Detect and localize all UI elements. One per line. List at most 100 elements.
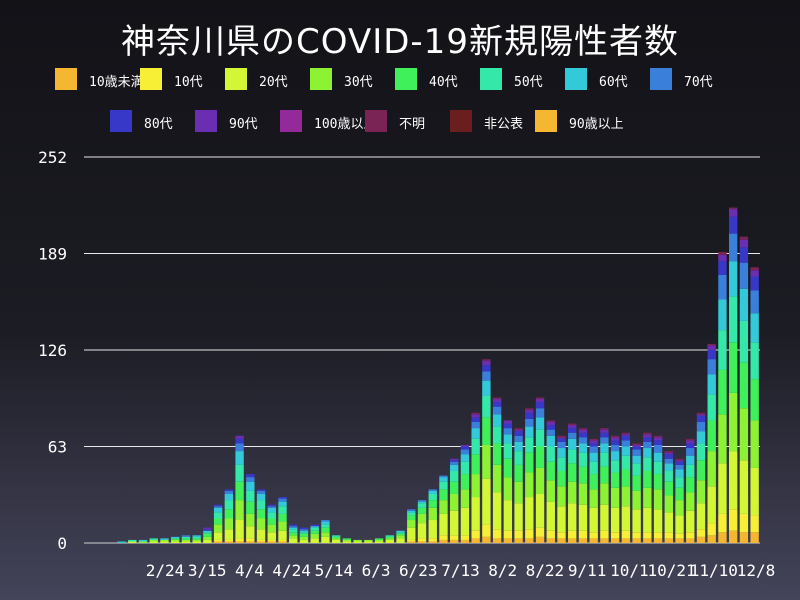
bar-segment [610,487,620,508]
bar-segment [224,500,234,510]
legend-label: 10代 [174,75,203,90]
bar-segment [739,362,749,409]
bar-segment [653,461,663,475]
bar-segment [653,509,663,533]
bar-stack [128,539,137,543]
bar-segment [686,455,695,465]
bar-segment [525,538,534,543]
bar-segment [707,394,716,421]
bar-segment [750,467,759,516]
bar-segment [600,538,609,543]
bar-segment [460,474,470,490]
bar-segment [600,530,609,539]
bar-segment [407,515,416,521]
bar-segment [450,493,459,511]
bar-stack [331,535,341,543]
bar-segment [450,461,459,465]
bar-segment [589,474,598,490]
x-tick-label: 6/23 [399,561,438,580]
bar-stack [546,420,555,543]
bar-segment [149,539,158,542]
bar-segment [686,448,695,456]
bar-segment [213,524,223,533]
bar-segment [471,438,480,455]
bar-segment [235,464,244,482]
bar-segment [632,538,641,543]
bar-segment [675,515,684,534]
bar-stack [213,504,223,543]
bar-segment [632,446,641,450]
bar-segment [321,524,330,528]
bar-segment [557,448,566,458]
bar-segment [621,486,631,507]
bar-segment [224,489,234,491]
bar-segment [256,493,266,501]
bar-segment [707,486,716,524]
bar-segment [632,475,641,491]
bar-segment [364,539,373,542]
bar-segment [181,538,191,540]
bar-segment [482,524,491,537]
bar-segment [407,539,416,542]
bar-stack [310,524,319,543]
legend-label: 80代 [144,117,173,132]
bar-segment [450,539,459,543]
bar-segment [289,529,298,533]
bar-segment [160,541,169,543]
bar-segment [213,507,223,513]
x-tick-label: 5/14 [315,561,354,580]
bar-segment [686,510,695,533]
bar-segment [331,539,341,543]
bar-segment [589,446,598,453]
bar-segment [675,464,684,470]
bar-segment [192,539,201,542]
bar-segment [739,262,749,289]
bar-segment [728,216,738,234]
bar-segment [589,440,598,444]
bar-segment [653,437,663,441]
bar-segment [525,408,534,410]
bar-segment [492,414,502,427]
bar-segment [718,414,727,464]
bar-segment [439,477,448,482]
bar-segment [589,461,598,475]
bar-segment [450,535,459,540]
bar-segment [686,438,695,441]
bar-segment [728,261,738,297]
x-tick-label: 6/3 [362,561,391,580]
bar-segment [203,533,212,537]
bar-segment [203,536,212,540]
bar-segment [385,538,394,540]
bar-segment [718,369,727,415]
bar-segment [235,443,244,452]
bar-segment [503,458,513,478]
bar-segment [471,421,480,429]
bar-segment [439,500,448,514]
bar-segment [246,541,255,543]
bar-segment [514,481,523,504]
bar-stack [439,475,448,543]
bar-segment [299,532,309,534]
bar-segment [203,539,212,543]
bar-segment [686,492,695,511]
bar-segment [471,474,480,498]
bar-segment [600,443,609,453]
bar-segment [503,477,513,501]
legend-swatch [365,110,387,132]
bar-segment [246,474,255,478]
bar-segment [310,524,319,527]
bar-stack [256,489,266,543]
bar-segment [610,437,620,441]
bar-segment [643,437,652,442]
legend-swatch [450,110,472,132]
y-tick-label: 63 [48,438,67,457]
bar-segment [235,451,244,465]
bar-segment [128,539,137,542]
bar-segment [213,541,223,543]
bar-stack [267,504,276,543]
chart-title: 神奈川県のCOVID-19新規陽性者数 [121,22,679,62]
bar-segment [600,429,609,433]
x-tick-label: 8/2 [488,561,517,580]
bar-segment [503,500,513,531]
bar-segment [578,452,588,467]
